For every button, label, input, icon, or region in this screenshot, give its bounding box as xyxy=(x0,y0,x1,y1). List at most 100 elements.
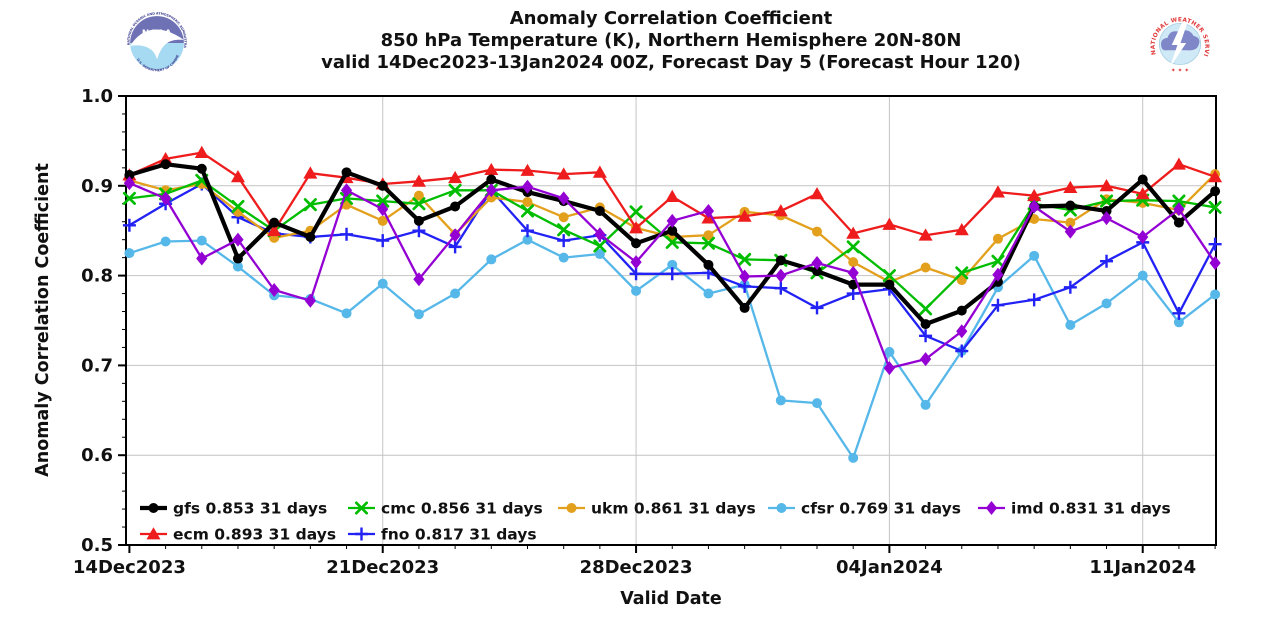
data-point-marker xyxy=(1208,170,1223,183)
data-point-marker xyxy=(594,205,605,216)
data-point-marker xyxy=(1172,306,1186,320)
data-point-marker xyxy=(592,165,607,178)
gridlines xyxy=(126,96,1216,545)
data-point-marker xyxy=(521,179,534,194)
data-point-marker xyxy=(992,267,1004,282)
data-point-marker xyxy=(232,232,244,247)
noaa-acronym: NOAA xyxy=(142,29,172,39)
data-point-marker xyxy=(666,213,678,228)
legend-item-cmc: cmc 0.856 31 days xyxy=(348,500,543,518)
y-tick-label: 0.8 xyxy=(81,266,113,287)
legend-item-fno: fno 0.817 31 days xyxy=(348,526,537,544)
y-tick-label: 0.9 xyxy=(81,176,113,197)
data-point-marker xyxy=(919,329,933,343)
legend-label-fno: fno 0.817 31 days xyxy=(381,526,537,544)
data-point-marker xyxy=(665,189,680,202)
data-point-marker xyxy=(776,503,787,513)
data-point-marker xyxy=(956,305,967,316)
data-point-marker xyxy=(304,293,316,308)
data-point-marker xyxy=(122,218,136,232)
data-point-marker xyxy=(448,240,462,254)
data-point-marker xyxy=(1065,319,1076,330)
data-point-marker xyxy=(377,215,388,226)
data-point-marker xyxy=(739,269,751,284)
data-point-marker xyxy=(413,309,424,320)
data-point-marker xyxy=(520,224,534,238)
data-point-marker xyxy=(1029,250,1040,261)
data-point-marker xyxy=(377,180,388,191)
chart-title-block: Anomaly Correlation Coefficient 850 hPa … xyxy=(126,8,1216,74)
data-point-marker xyxy=(846,226,861,239)
data-point-marker xyxy=(146,527,161,540)
data-point-marker xyxy=(1137,270,1148,281)
data-point-marker xyxy=(1101,298,1112,309)
x-tick-label: 21Dec2023 xyxy=(326,557,439,578)
data-point-marker xyxy=(340,227,354,241)
data-point-marker xyxy=(231,199,245,214)
x-tick-label: 14Dec2023 xyxy=(73,557,186,578)
data-point-marker xyxy=(594,249,605,260)
data-point-marker xyxy=(1173,217,1184,228)
data-point-marker xyxy=(377,278,388,289)
data-point-marker xyxy=(413,215,424,226)
series-cfsr xyxy=(124,234,1221,463)
data-point-marker xyxy=(1065,200,1076,211)
data-point-marker xyxy=(267,223,282,237)
data-point-marker xyxy=(737,209,752,222)
data-point-marker xyxy=(123,176,135,191)
data-point-marker xyxy=(629,205,643,219)
data-point-marker xyxy=(520,163,535,176)
data-point-marker xyxy=(992,233,1003,244)
data-point-marker xyxy=(1100,211,1113,226)
x-axis-label: Valid Date xyxy=(620,589,722,609)
data-point-marker xyxy=(450,288,461,299)
data-point-marker xyxy=(354,501,369,515)
data-point-marker xyxy=(232,253,243,264)
data-point-marker xyxy=(194,145,209,158)
data-point-marker xyxy=(884,346,895,357)
data-point-marker xyxy=(376,194,390,208)
y-tick-label: 0.6 xyxy=(81,445,113,466)
data-point-marker xyxy=(703,288,714,299)
data-point-marker xyxy=(268,282,280,297)
data-point-marker xyxy=(848,257,859,268)
data-point-marker xyxy=(918,228,933,241)
data-point-marker xyxy=(1027,188,1042,202)
data-point-marker xyxy=(485,183,497,198)
data-point-marker xyxy=(811,256,823,271)
data-point-marker xyxy=(124,248,135,259)
data-point-marker xyxy=(305,231,316,242)
data-point-marker xyxy=(376,234,390,248)
data-point-marker xyxy=(990,185,1005,198)
data-point-marker xyxy=(847,265,859,280)
legend-label-ecm: ecm 0.893 31 days xyxy=(173,526,336,544)
data-point-marker xyxy=(159,191,172,206)
data-point-marker xyxy=(413,272,425,287)
data-point-marker xyxy=(884,279,895,290)
data-point-marker xyxy=(1137,174,1148,185)
data-point-marker xyxy=(450,201,461,212)
data-point-marker xyxy=(1064,224,1076,239)
data-point-marker xyxy=(991,254,1005,268)
y-axis-label: Anomaly Correlation Coefficient xyxy=(33,163,53,477)
data-point-marker xyxy=(1208,200,1222,214)
legend-item-ecm: ecm 0.893 31 days xyxy=(140,526,336,544)
data-point-marker xyxy=(701,236,715,250)
data-point-marker xyxy=(665,235,679,249)
data-point-marker xyxy=(566,503,577,513)
data-point-marker xyxy=(775,395,786,406)
legend: gfs 0.853 31 days ecm 0.893 31 days cmc 0.… xyxy=(140,500,1171,544)
data-point-marker xyxy=(1063,180,1078,193)
data-point-marker xyxy=(1210,186,1221,197)
chart-title-line2: 850 hPa Temperature (K), Northern Hemisp… xyxy=(380,30,962,51)
data-point-marker xyxy=(1099,179,1114,192)
data-point-marker xyxy=(303,166,318,179)
data-point-marker xyxy=(160,159,171,170)
data-point-marker xyxy=(449,228,461,243)
data-point-marker xyxy=(629,221,644,234)
data-point-marker xyxy=(196,251,208,266)
data-point-marker xyxy=(848,452,859,463)
data-point-marker xyxy=(919,352,932,367)
data-point-marker xyxy=(882,217,897,230)
